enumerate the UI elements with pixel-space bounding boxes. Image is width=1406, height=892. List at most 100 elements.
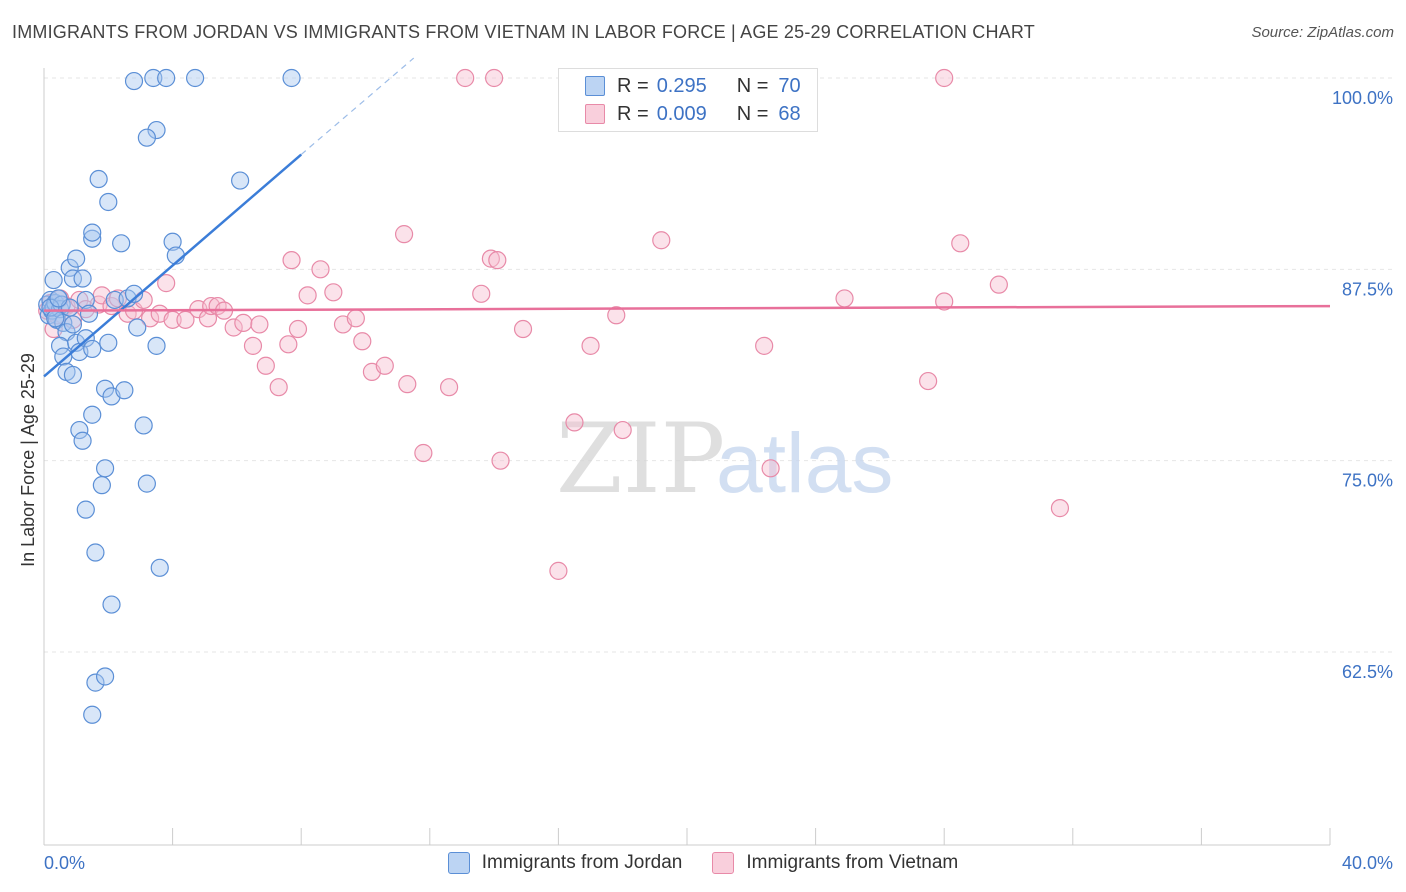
jordan-point (144, 68, 163, 88)
vietnam-point (346, 309, 365, 328)
y-tick-label: 87.5% (1342, 279, 1393, 299)
jordan-point (73, 269, 92, 288)
vietnam-points (38, 68, 1070, 580)
r-value-vietnam: 0.009 (656, 102, 707, 125)
r-label: R = (617, 74, 649, 97)
jordan-point (70, 420, 89, 440)
jordan-point (231, 171, 250, 190)
jordan-point (134, 416, 153, 435)
vietnam-point (919, 371, 938, 391)
y-tick-label: 62.5% (1342, 662, 1393, 682)
vietnam-point (935, 292, 954, 311)
jordan-point (67, 249, 86, 268)
vietnam-point (394, 225, 414, 244)
jordan-point (49, 289, 68, 308)
jordan-point (83, 405, 102, 424)
jordan-point (76, 290, 95, 310)
vietnam-point (472, 284, 491, 303)
n-label: N = (736, 102, 769, 125)
vietnam-point (353, 332, 372, 351)
n-value-jordan: 70 (778, 74, 801, 97)
jordan-point (76, 500, 95, 519)
vietnam-point (414, 443, 433, 463)
jordan-swatch (585, 76, 605, 96)
x-tick-label-min: 0.0% (44, 853, 85, 873)
watermark-zip: ZIP (556, 403, 725, 515)
jordan-point (46, 309, 65, 328)
chart-title: IMMIGRANTS FROM JORDAN VS IMMIGRANTS FRO… (12, 22, 1035, 42)
legend-label-jordan: Immigrants from Jordan (481, 852, 683, 873)
vietnam-point (485, 68, 504, 88)
jordan-point (83, 229, 102, 248)
jordan-point (83, 223, 102, 242)
vietnam-point (1050, 499, 1070, 518)
vietnam-point (835, 289, 854, 308)
vietnam-point (250, 315, 269, 334)
n-label: N = (736, 74, 769, 97)
jordan-point (89, 169, 108, 189)
x-tick-label-max: 40.0% (1342, 853, 1393, 873)
jordan-point (150, 558, 169, 577)
legend-label-vietnam: Immigrants from Vietnam (746, 852, 959, 873)
y-tick-label: 100.0% (1332, 88, 1393, 108)
vietnam-point (488, 251, 507, 270)
jordan-point (115, 381, 134, 400)
vietnam-point (279, 335, 298, 354)
jordan-point (63, 269, 83, 288)
vietnam-point (607, 306, 626, 325)
correlation-legend: R = 0.295 N = 70 R = 0.009 N = 68 (558, 68, 818, 132)
vietnam-swatch (585, 104, 605, 124)
vietnam-point (549, 561, 568, 580)
vietnam-point (951, 234, 970, 253)
vietnam-point (256, 356, 275, 375)
jordan-points (38, 68, 301, 724)
r-value-jordan: 0.295 (656, 74, 707, 97)
jordan-point (147, 120, 166, 140)
jordan-point (73, 431, 92, 450)
vietnam-point (324, 283, 343, 302)
jordan-point (83, 339, 102, 359)
jordan-point (63, 365, 83, 385)
jordan-point (124, 284, 144, 303)
jordan-point (86, 543, 105, 562)
vietnam-point (375, 356, 394, 375)
gridlines (44, 77, 1392, 653)
vietnam-point (439, 378, 459, 397)
vietnam-point (243, 336, 263, 355)
jordan-point (92, 476, 111, 495)
jordan-point (99, 192, 118, 212)
jordan-point (157, 68, 176, 88)
jordan-point (86, 673, 105, 692)
vietnam-point (761, 459, 780, 478)
legend-item-jordan: Immigrants from Jordan (447, 852, 683, 874)
jordan-point (147, 336, 166, 355)
vietnam-legend-swatch (712, 852, 735, 874)
jordan-point (95, 667, 115, 686)
jordan-point (124, 71, 144, 91)
y-axis-label: In Labor Force | Age 25-29 (18, 353, 38, 567)
watermark-atlas: atlas (716, 416, 893, 510)
vietnam-point (491, 451, 510, 470)
vietnam-point (513, 319, 533, 339)
vietnam-point (224, 318, 243, 337)
jordan-point (102, 595, 121, 614)
jordan-point (63, 315, 83, 334)
jordan-point (128, 318, 147, 337)
vietnam-point (282, 251, 301, 270)
vietnam-point (565, 413, 584, 432)
vietnam-point (70, 290, 89, 310)
legend-row-jordan: R = 0.295 N = 70 (585, 74, 801, 98)
axes (43, 68, 1331, 846)
tick-labels: 62.5% 75.0% 87.5% 100.0% 0.0% 40.0% (44, 88, 1393, 873)
jordan-point (137, 128, 156, 147)
n-value-vietnam: 68 (778, 102, 801, 125)
jordan-point (60, 258, 79, 277)
vietnam-point (311, 260, 330, 279)
vietnam-point (989, 275, 1008, 294)
jordan-point (83, 705, 102, 724)
vietnam-point (652, 231, 671, 250)
vietnam-trendline (43, 304, 1331, 312)
vietnam-point (481, 249, 500, 268)
vietnam-point (398, 375, 417, 394)
jordan-trendline (43, 153, 303, 378)
